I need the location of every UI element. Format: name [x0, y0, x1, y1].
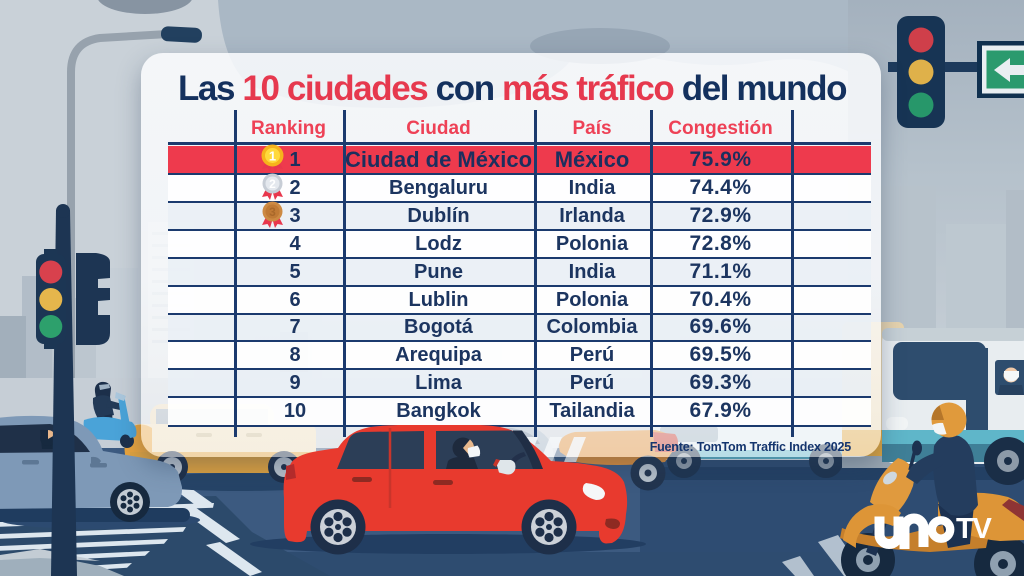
svg-text:1: 1	[269, 149, 276, 164]
svg-text:3: 3	[269, 205, 276, 219]
svg-text:TV: TV	[956, 513, 993, 545]
svg-text:2: 2	[269, 177, 276, 191]
